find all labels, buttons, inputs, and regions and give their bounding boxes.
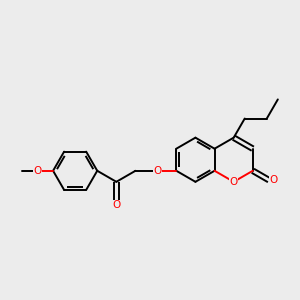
Text: O: O (230, 177, 238, 187)
Text: O: O (34, 166, 42, 176)
Text: O: O (270, 175, 278, 185)
Text: O: O (112, 200, 121, 210)
Text: O: O (153, 166, 162, 176)
